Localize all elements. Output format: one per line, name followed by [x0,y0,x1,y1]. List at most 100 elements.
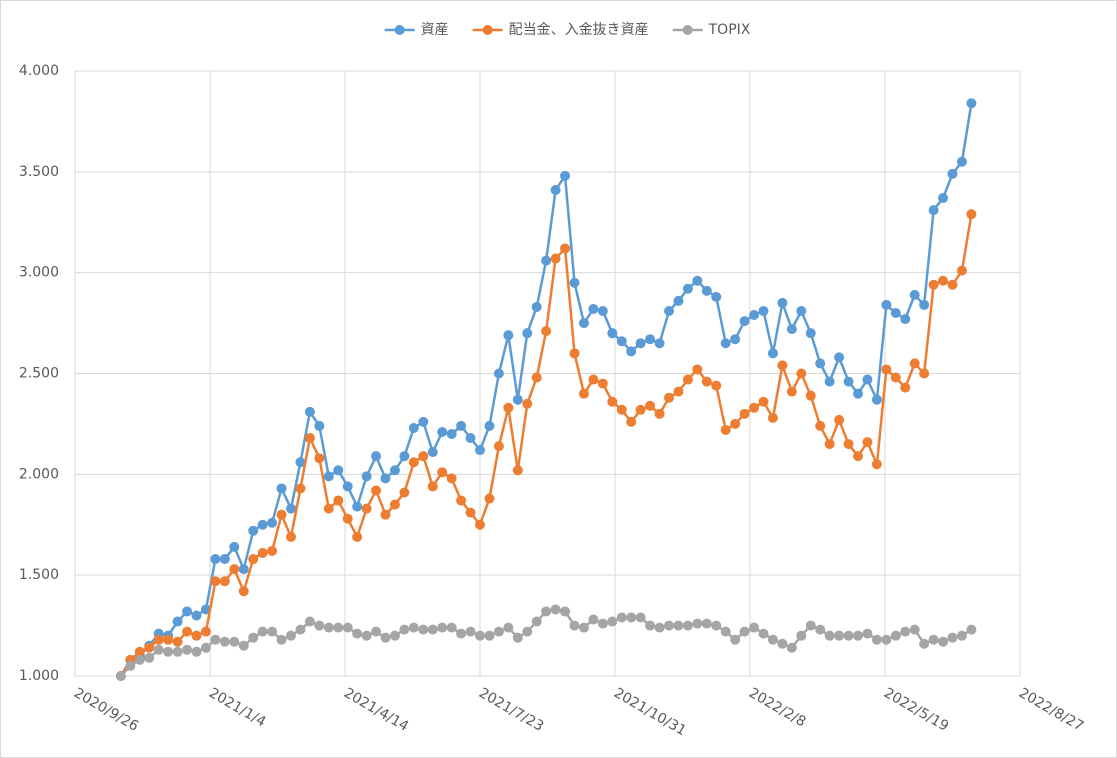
data-point [853,451,863,462]
data-point [408,422,419,433]
data-point [352,531,363,542]
data-point [541,606,552,617]
data-point [304,406,315,417]
data-point [531,301,542,312]
data-point [881,634,892,645]
data-point [739,626,750,637]
data-point [749,622,760,633]
data-point [493,368,504,379]
data-point [767,348,778,359]
data-point [456,495,467,506]
data-point [229,564,240,575]
data-point [966,98,977,109]
data-point [323,471,334,482]
data-point [956,630,967,641]
data-point [578,622,589,633]
data-point [531,372,542,383]
data-point [645,334,656,345]
data-point [257,519,268,530]
data-point [824,439,835,450]
data-point [635,612,646,623]
y-tick-label: 3.500 [19,164,59,180]
data-point [522,626,533,637]
data-point [569,277,580,288]
data-point [153,634,164,645]
data-point [928,634,939,645]
data-point [229,636,240,647]
data-point [635,338,646,349]
data-point [427,624,438,635]
data-point [815,420,826,431]
data-point [399,451,410,462]
data-point [408,622,419,633]
data-point [286,531,296,542]
data-point [654,622,665,633]
data-point [805,328,816,339]
data-point [777,297,788,308]
data-point [758,628,769,639]
data-point [342,481,353,492]
data-point [560,243,571,254]
data-point [437,426,448,437]
data-point [446,473,457,484]
legend-marker [394,25,405,35]
data-point [890,308,901,318]
data-point [172,616,183,627]
legend-marker [682,25,693,35]
data-point [834,414,845,425]
data-point [550,253,561,264]
data-point [352,628,363,639]
data-point [200,626,211,637]
data-point [871,459,882,470]
data-point [229,541,240,552]
data-point [919,299,930,310]
data-point [938,275,949,286]
data-point [219,554,230,565]
data-point [493,441,504,452]
data-point [616,612,627,623]
data-point [947,168,958,179]
data-point [210,576,221,587]
data-point [144,652,155,663]
data-point [654,408,665,419]
data-point [909,624,920,635]
data-point [238,640,249,651]
data-point [673,295,684,306]
data-point [834,352,845,363]
data-point [626,346,637,357]
data-point [238,586,249,597]
data-point [966,209,977,220]
data-point [427,447,438,458]
data-point [437,622,448,633]
data-point [805,390,816,401]
data-point [777,638,788,649]
data-point [871,394,882,405]
data-point [210,554,221,565]
data-point [739,316,750,327]
data-point [484,493,495,504]
data-point [635,404,646,415]
data-point [824,630,835,641]
y-tick-label: 1.500 [19,567,59,583]
legend: 資産 配当金、入金抜き資産 TOPIX [384,22,751,38]
data-point [956,265,967,276]
data-point [352,501,363,512]
data-point [465,626,476,637]
data-point [550,604,561,615]
data-point [749,310,760,321]
data-point [739,408,750,419]
data-point [701,618,712,629]
data-point [380,509,391,520]
data-point [418,451,429,462]
data-point [295,624,306,635]
data-point [597,305,608,316]
data-point [267,517,278,528]
data-point [418,416,429,427]
data-point [578,318,589,329]
data-point [512,465,523,476]
data-point [569,348,580,359]
data-point [541,255,552,266]
data-point [304,433,315,444]
data-point [673,620,684,631]
data-point [418,624,429,635]
